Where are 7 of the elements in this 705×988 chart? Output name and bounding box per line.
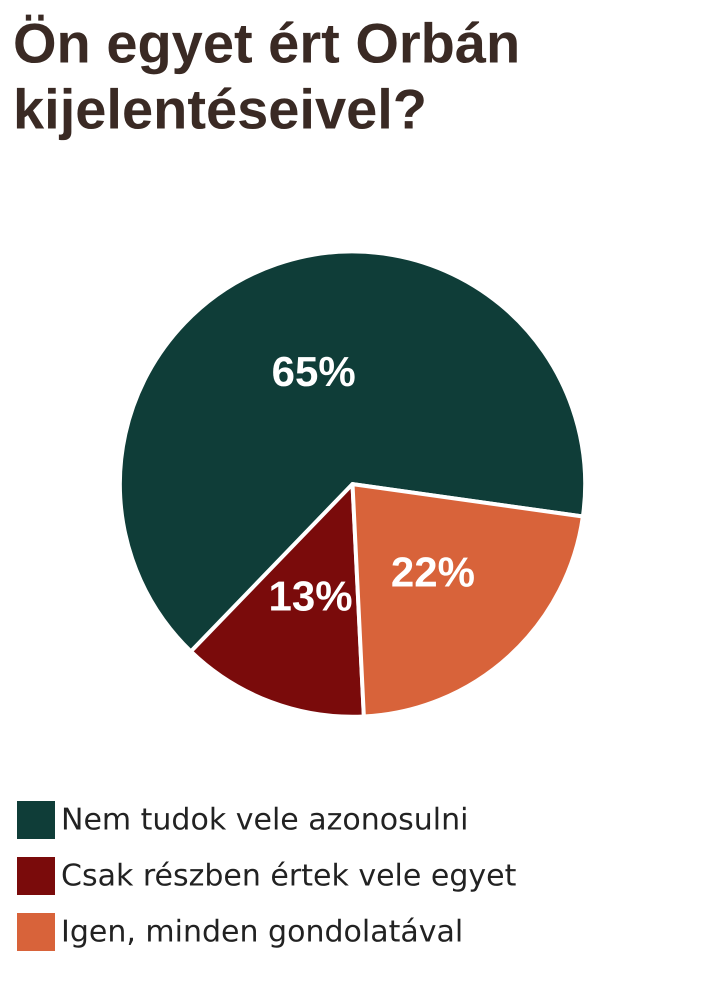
data-label: 65%: [272, 348, 356, 395]
legend-label: Nem tudok vele azonosulni: [61, 802, 468, 838]
legend-label: Igen, minden gondolatával: [61, 914, 464, 950]
data-label: 22%: [390, 548, 475, 596]
legend-label: Csak részben értek vele egyet: [61, 858, 517, 894]
chart-title: Ön egyet ért Orbán kijelentéseivel?: [13, 12, 536, 140]
data-label: 13%: [268, 572, 353, 620]
